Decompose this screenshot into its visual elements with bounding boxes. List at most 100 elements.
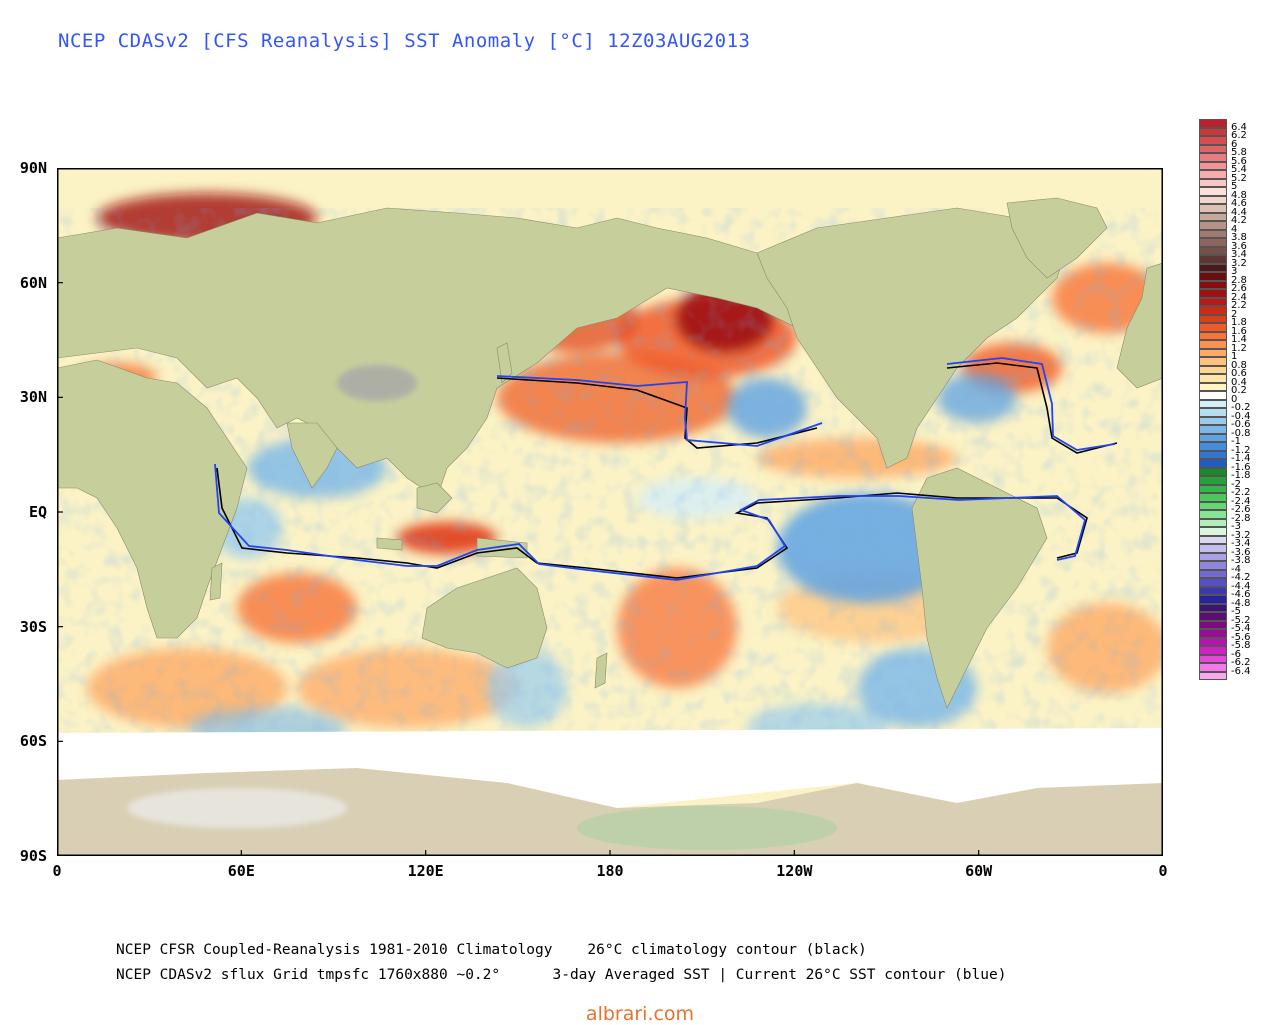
- colorbar-label: -2.4: [1231, 495, 1251, 507]
- colorbar-swatch: [1199, 646, 1227, 655]
- colorbar-label: 5.8: [1231, 147, 1247, 158]
- colorbar-label: -1.4: [1231, 453, 1251, 464]
- colorbar-label: 2.4: [1231, 291, 1247, 303]
- colorbar-label: 2: [1231, 308, 1238, 320]
- colorbar-label: -1.6: [1231, 461, 1251, 473]
- colorbar-label: -5.4: [1231, 623, 1251, 634]
- colorbar-label: 1: [1231, 351, 1238, 362]
- colorbar-label: 6.2: [1231, 130, 1247, 141]
- colorbar-label: 4.4: [1231, 206, 1247, 218]
- colorbar-swatch: [1199, 561, 1227, 570]
- colorbar-swatch: [1199, 127, 1227, 136]
- colorbar-swatch: [1199, 289, 1227, 298]
- lon-label: 60W: [965, 862, 993, 880]
- colorbar-swatch: [1199, 340, 1227, 349]
- colorbar-swatch: [1199, 433, 1227, 442]
- lat-label: 90S: [19, 847, 47, 865]
- colorbar-swatch: [1199, 136, 1227, 145]
- colorbar-label: 5.2: [1231, 172, 1247, 184]
- colorbar-swatch: [1199, 459, 1227, 468]
- colorbar-label: 1.6: [1231, 325, 1247, 337]
- colorbar-label: 0.2: [1231, 385, 1247, 396]
- colorbar-swatch: [1199, 569, 1227, 578]
- colorbar-swatch: [1199, 654, 1227, 663]
- colorbar-swatch: [1199, 442, 1227, 451]
- colorbar-swatch: [1199, 255, 1227, 264]
- colorbar-label: 0.8: [1231, 359, 1247, 371]
- colorbar-swatch: [1199, 170, 1227, 179]
- colorbar-swatch: [1199, 187, 1227, 196]
- colorbar-label: -2.6: [1231, 504, 1251, 515]
- colorbar-label: -1.8: [1231, 470, 1251, 481]
- lat-label: 60S: [19, 732, 47, 751]
- colorbar-label: -1.2: [1231, 444, 1251, 456]
- colorbar-label: -6: [1231, 648, 1241, 660]
- colorbar-label: 1.8: [1231, 317, 1247, 328]
- colorbar-label: 6.4: [1231, 121, 1247, 133]
- colorbar-swatch: [1199, 314, 1227, 323]
- colorbar-swatch: [1199, 331, 1227, 340]
- colorbar-label: 1.2: [1231, 342, 1247, 354]
- colorbar-swatch: [1199, 544, 1227, 553]
- colorbar-swatch: [1199, 229, 1227, 238]
- colorbar-label: -1: [1231, 436, 1241, 447]
- colorbar-label: -3: [1231, 521, 1241, 532]
- colorbar-swatch: [1199, 629, 1227, 638]
- colorbar-swatch: [1199, 178, 1227, 187]
- colorbar-swatch: [1199, 637, 1227, 646]
- colorbar-swatch: [1199, 374, 1227, 383]
- colorbar-label: 0.4: [1231, 376, 1247, 388]
- colorbar-label: -4.8: [1231, 597, 1251, 609]
- colorbar-swatch: [1199, 297, 1227, 306]
- colorbar-swatch: [1199, 161, 1227, 170]
- colorbar-label: -4.4: [1231, 580, 1251, 592]
- colorbar-label: 4.6: [1231, 198, 1247, 209]
- current-sst-contour: [214, 357, 1116, 581]
- footer-line-1: NCEP CFSR Coupled-Reanalysis 1981-2010 C…: [116, 942, 867, 958]
- colorbar-swatch: [1199, 263, 1227, 272]
- colorbar-swatch: [1199, 484, 1227, 493]
- lon-label: 180: [596, 862, 624, 880]
- colorbar-label: 5.6: [1231, 155, 1247, 167]
- colorbar-swatch: [1199, 348, 1227, 357]
- colorbar-swatch: [1199, 144, 1227, 153]
- antarctica: [57, 768, 1163, 856]
- colorbar-swatch: [1199, 399, 1227, 408]
- colorbar-swatch: [1199, 357, 1227, 366]
- colorbar-label: 5: [1231, 181, 1238, 192]
- colorbar-swatch: [1199, 416, 1227, 425]
- colorbar-swatch: [1199, 476, 1227, 485]
- colorbar-label: 3.4: [1231, 249, 1247, 260]
- colorbar-swatch: [1199, 527, 1227, 536]
- colorbar-swatch: [1199, 280, 1227, 289]
- colorbar-label: 2.2: [1231, 300, 1247, 311]
- colorbar-swatch: [1199, 586, 1227, 595]
- credit-link[interactable]: albrari.com: [585, 1003, 695, 1025]
- colorbar-swatch: [1199, 450, 1227, 459]
- colorbar-swatch: [1199, 238, 1227, 247]
- lat-label: EQ: [28, 503, 47, 521]
- colorbar-label: -4: [1231, 563, 1241, 575]
- colorbar-label: 3.6: [1231, 240, 1247, 252]
- colorbar-label: -0.8: [1231, 427, 1251, 439]
- colorbar-swatch: [1199, 195, 1227, 204]
- colorbar-label: 3: [1231, 266, 1238, 277]
- colorbar-swatch: [1199, 518, 1227, 527]
- colorbar-label: -5.6: [1231, 631, 1251, 643]
- lon-label: 120E: [407, 862, 444, 880]
- colorbar-label: -2.2: [1231, 487, 1251, 498]
- axis-ticks: [57, 168, 1163, 856]
- map-title: NCEP CDASv2 [CFS Reanalysis] SST Anomaly…: [58, 30, 751, 52]
- colorbar-label: 1.4: [1231, 334, 1247, 345]
- lon-label: 60E: [227, 862, 255, 880]
- lat-label: 30N: [19, 388, 47, 407]
- colorbar-swatch: [1199, 425, 1227, 434]
- colorbar-swatch: [1199, 246, 1227, 255]
- colorbar-swatch: [1199, 382, 1227, 391]
- colorbar-label: -5.2: [1231, 614, 1251, 626]
- colorbar-swatch: [1199, 306, 1227, 315]
- colorbar-swatch: [1199, 391, 1227, 400]
- colorbar-swatch: [1199, 467, 1227, 476]
- sea-ice-band: [57, 728, 1163, 808]
- lon-label: 0: [52, 862, 62, 880]
